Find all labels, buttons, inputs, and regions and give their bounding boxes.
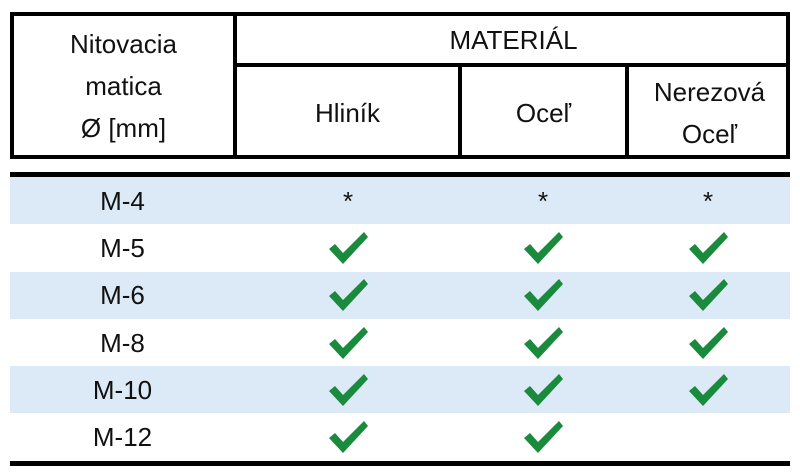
check-icon — [689, 231, 728, 264]
check-icon — [524, 326, 563, 359]
row-background — [10, 366, 790, 414]
header-column: Nerezová Oceľ — [629, 67, 790, 159]
check-icon — [689, 373, 728, 406]
header-first-column: Nitovacia matica Ø [mm] — [14, 16, 233, 155]
check-icon — [329, 373, 368, 406]
row-label: M-5 — [100, 232, 145, 263]
check-icon — [689, 279, 728, 312]
header-divider — [458, 65, 462, 159]
row-label: M-12 — [92, 422, 153, 453]
header-group: MATERIÁL — [449, 24, 578, 55]
text-line: Oceľ — [681, 119, 738, 149]
row-background — [10, 318, 790, 367]
body-bottom-rule — [10, 461, 790, 466]
cell-text: * — [537, 185, 549, 216]
body-top-rule — [10, 172, 790, 177]
check-icon — [524, 231, 563, 264]
cell-text: * — [342, 185, 354, 216]
check-icon — [329, 326, 368, 359]
row-label: M-6 — [100, 280, 145, 311]
text-line: Nerezová — [653, 77, 766, 107]
check-icon — [524, 279, 563, 312]
check-icon — [524, 373, 563, 406]
row-label: M-4 — [100, 185, 145, 216]
text-line: Ø [mm] — [80, 112, 167, 143]
header-divider — [625, 65, 629, 159]
check-icon — [329, 279, 368, 312]
cell-text: * — [702, 185, 714, 216]
header-column: Oceľ — [462, 67, 625, 159]
row-background — [10, 224, 790, 272]
text-line: Hliník — [314, 98, 380, 128]
row-label: M-10 — [92, 374, 153, 405]
row-background — [10, 413, 790, 461]
check-icon — [329, 421, 368, 454]
check-icon — [329, 231, 368, 264]
header-divider — [235, 63, 790, 67]
row-label: M-8 — [100, 327, 145, 358]
header-frame — [10, 12, 790, 159]
header-column: Hliník — [237, 67, 458, 159]
text-line: matica — [85, 70, 162, 101]
text-line: Oceľ — [515, 98, 572, 128]
row-background — [10, 271, 790, 319]
header-divider — [233, 12, 237, 159]
text-line: Nitovacia — [70, 28, 177, 59]
check-icon — [524, 421, 563, 454]
check-icon — [689, 326, 728, 359]
row-background — [10, 177, 790, 225]
